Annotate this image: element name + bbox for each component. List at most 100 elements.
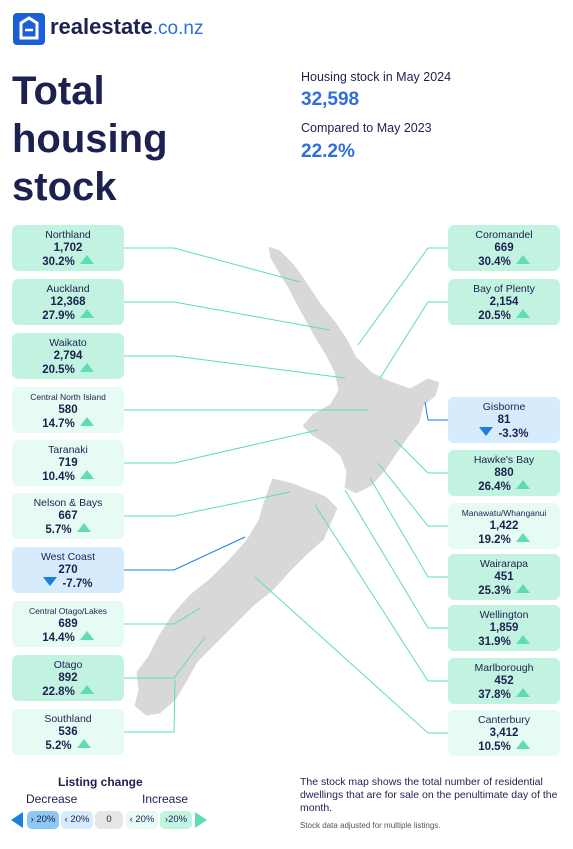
region-box: Hawke's Bay 880 26.4%: [448, 450, 560, 496]
footnote: The stock map shows the total number of …: [300, 776, 558, 814]
region-change: 5.7%: [12, 523, 124, 537]
leader-line: [314, 504, 448, 682]
region-value: 536: [58, 726, 78, 738]
change-text: 14.4%: [42, 632, 75, 644]
region-value: 719: [58, 457, 78, 469]
change-text: 31.9%: [478, 636, 511, 648]
region-value: 669: [494, 242, 514, 254]
legend-title: Listing change: [58, 775, 143, 789]
change-arrow: [76, 739, 91, 748]
change-text: 14.7%: [42, 418, 75, 430]
region-value: 451: [494, 571, 514, 583]
stock-value: 32,598: [301, 89, 360, 110]
region-value: 689: [58, 618, 78, 630]
change-arrow: [515, 480, 530, 489]
region-box: Northland 1,702 30.2%: [12, 225, 124, 271]
region-name: Southland: [44, 713, 92, 725]
region-box: West Coast 270 -7.7%: [12, 547, 124, 593]
logo-icon: [13, 13, 45, 45]
change-text: -7.7%: [62, 578, 93, 590]
region-box: Nelson & Bays 667 5.7%: [12, 493, 124, 539]
region-box: Central Otago/Lakes 689 14.4%: [12, 601, 124, 647]
change-text: 27.9%: [42, 310, 75, 322]
region-name: Waikato: [49, 337, 87, 349]
region-change: 30.2%: [12, 255, 124, 269]
change-arrow: [79, 631, 94, 640]
region-box: Waikato 2,794 20.5%: [12, 333, 124, 379]
region-change: 14.7%: [12, 417, 124, 431]
region-change: 22.8%: [12, 685, 124, 699]
region-value: 270: [58, 564, 78, 576]
legend-item: 0: [95, 811, 123, 829]
region-name: Bay of Plenty: [473, 283, 535, 295]
region-box: Canterbury 3,412 10.5%: [448, 710, 560, 756]
change-text: 5.2%: [45, 740, 72, 752]
region-name: Coromandel: [475, 229, 533, 241]
region-box: Marlborough 452 37.8%: [448, 658, 560, 704]
decrease-arrow: [11, 812, 23, 828]
leader-line: [369, 477, 448, 578]
legend-item: ›20%: [160, 811, 192, 829]
region-name: Hawke's Bay: [473, 454, 535, 466]
region-change: 10.5%: [448, 740, 560, 754]
change-text: 10.4%: [42, 471, 75, 483]
brand: realestate.co.nz: [50, 14, 203, 40]
leader-line: [394, 439, 448, 474]
leader-line: [124, 301, 331, 331]
compare-value: 22.2%: [301, 141, 355, 162]
region-box: Gisborne 81 -3.3%: [448, 397, 560, 443]
region-change: 31.9%: [448, 635, 560, 649]
change-arrow: [515, 584, 530, 593]
region-name: Northland: [45, 229, 91, 241]
region-value: 880: [494, 467, 514, 479]
region-change: -7.7%: [12, 577, 124, 591]
region-change: 14.4%: [12, 631, 124, 645]
region-value: 12,368: [50, 296, 86, 308]
change-arrow: [479, 427, 494, 436]
leader-line: [124, 679, 176, 733]
legend-item: ‹ 20%: [61, 811, 93, 829]
leader-line: [344, 489, 448, 629]
brand-domain: .co.nz: [152, 18, 204, 39]
south-island: [133, 477, 339, 717]
change-arrow: [515, 533, 530, 542]
leader-line: [377, 462, 448, 527]
leader-line: [124, 247, 301, 283]
change-arrow: [76, 523, 91, 532]
leader-line: [424, 401, 448, 421]
region-name: Wairarapa: [479, 558, 529, 570]
region-value: 667: [58, 510, 78, 522]
change-text: 10.5%: [478, 741, 511, 753]
region-name: Gisborne: [482, 401, 526, 413]
increase-arrow: [195, 812, 207, 828]
change-text: -3.3%: [498, 428, 529, 440]
brand-name: realestate: [50, 14, 153, 39]
region-value: 580: [58, 404, 78, 416]
region-value: 892: [58, 672, 78, 684]
region-box: Southland 536 5.2%: [12, 709, 124, 755]
region-box: Otago 892 22.8%: [12, 655, 124, 701]
region-box: Taranaki 719 10.4%: [12, 440, 124, 486]
region-value: 2,154: [489, 296, 519, 308]
change-text: 25.3%: [478, 585, 511, 597]
change-text: 26.4%: [478, 481, 511, 493]
region-name: Auckland: [46, 283, 90, 295]
region-value: 81: [497, 414, 511, 426]
change-text: 37.8%: [478, 689, 511, 701]
change-text: 20.5%: [42, 364, 75, 376]
leader-line: [124, 355, 346, 379]
change-text: 5.7%: [45, 524, 72, 536]
leader-line: [124, 636, 206, 679]
change-text: 30.4%: [478, 256, 511, 268]
change-text: 22.8%: [42, 686, 75, 698]
change-arrow: [79, 255, 94, 264]
region-value: 3,412: [489, 727, 519, 739]
change-arrow: [79, 417, 94, 426]
region-name: Nelson & Bays: [33, 497, 103, 509]
region-change: 19.2%: [448, 533, 560, 547]
leader-line: [254, 576, 448, 734]
region-box: Manawatu/Whanganui 1,422 19.2%: [448, 503, 560, 549]
footnote-note: Stock data adjusted for multiple listing…: [300, 821, 441, 830]
